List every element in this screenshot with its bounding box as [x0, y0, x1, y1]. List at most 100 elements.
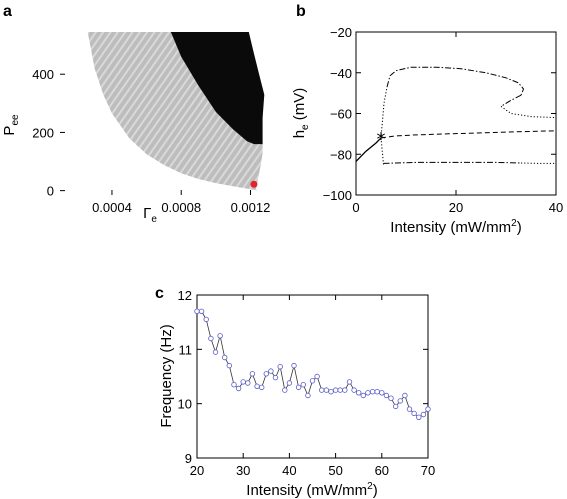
panel-a-black-region	[170, 32, 265, 145]
panel-c-point	[342, 387, 348, 393]
panel-c-point	[383, 392, 390, 399]
panel-b-xtick-label: 0	[352, 200, 359, 215]
panel-c-point	[337, 387, 343, 393]
panel-c-point	[379, 390, 385, 396]
panel-c-point	[277, 364, 283, 370]
panel-c-point	[397, 398, 403, 404]
panel-c-point	[217, 333, 223, 339]
panel-c-point	[425, 406, 431, 412]
panel-c-point	[309, 378, 316, 384]
panel-c-point	[332, 387, 339, 393]
panel-c-point	[388, 395, 394, 401]
panel-c-xtick-label: 60	[375, 463, 389, 478]
panel-b-ytick-label: −20	[330, 25, 352, 40]
panel-c-point	[208, 335, 214, 342]
panel-c-xlabel: Intensity (mW/mm2)	[246, 481, 377, 499]
panel-c-point	[254, 383, 260, 389]
panel-a-ytick-label: 200	[32, 125, 54, 140]
panel-c-point	[240, 379, 246, 385]
panel-c-point	[259, 384, 265, 391]
panel-a-red-marker	[250, 180, 258, 188]
panel-a-xtick-label: 0.0004	[92, 200, 132, 215]
panel-b-branch-dotted	[380, 137, 384, 165]
panel-c-frame	[196, 294, 429, 459]
panel-c-point	[365, 390, 371, 396]
panel-c-xtick-label: 20	[190, 463, 204, 478]
panel-a-axes: 0.0004 0.0008 0.0012 0 200 400	[32, 67, 270, 215]
panel-a-ytick-label: 400	[32, 67, 54, 82]
panel-b-bifurcation-diagram: b 0 20 40 −100 −80 −60 −40 −20 * Intensity (mW/…	[291, 3, 563, 236]
panel-c-ytick-label: 9	[185, 451, 192, 466]
panel-c-point	[420, 411, 427, 418]
panel-b-branch-dotted	[500, 105, 556, 119]
panel-c-ytick-label: 11	[179, 342, 193, 357]
panel-a-ytick-label: 0	[47, 184, 54, 199]
panel-c-ytick-label: 10	[178, 397, 192, 412]
panel-c-point	[286, 380, 293, 386]
panel-c-point	[305, 392, 311, 399]
panel-c-point	[226, 362, 232, 369]
panel-c-point	[282, 387, 288, 393]
panel-c-point	[198, 308, 205, 314]
panel-c-frequency-plot: c 20 30 40 50 60 70 9 10 11 12 Intensity (mW/mm2)…	[155, 285, 435, 499]
panel-b-branch-dashdot	[386, 66, 525, 96]
panel-c-point	[231, 382, 237, 388]
panel-b-ytick-label: −100	[323, 188, 352, 203]
panel-b-lines	[356, 66, 556, 165]
panel-c-point	[416, 414, 422, 420]
panel-c-point	[323, 387, 330, 393]
panel-b-branch-dashdot	[500, 94, 522, 107]
panel-b-branch-dashdot	[383, 161, 522, 164]
panel-c-point	[221, 354, 228, 361]
panel-b-axes: 0 20 40 −100 −80 −60 −40 −20	[323, 25, 564, 215]
panel-b-ylabel: he (mV)	[291, 88, 311, 139]
panel-b-branch-dashed	[380, 130, 556, 139]
panel-b-ytick-label: −60	[330, 107, 352, 122]
panel-c-ytick-label: 12	[178, 288, 192, 303]
panel-c-point	[300, 382, 306, 388]
panel-a-xlabel: Γe	[143, 205, 157, 225]
panel-c-point	[268, 368, 274, 374]
panel-a-xtick-label: 0.0012	[231, 200, 271, 215]
panel-c-ylabel: Frequency (Hz)	[158, 324, 175, 427]
panel-c-point	[235, 385, 242, 392]
panel-c-point	[369, 389, 376, 395]
panel-a-phase-diagram: a 0.0004 0.0008 0.0012 0 200 400 Γe Pee	[1, 3, 270, 225]
panel-b-branch-solid	[356, 137, 382, 162]
panel-b-star-marker: *	[377, 129, 386, 150]
panel-c-point	[263, 371, 269, 377]
panel-a-letter: a	[3, 3, 12, 20]
panel-b-letter: b	[296, 3, 306, 20]
panel-b-xtick-label: 20	[449, 200, 463, 215]
panel-c-letter: c	[155, 285, 164, 302]
panel-a-gray-region	[87, 32, 263, 191]
panel-c-point	[203, 316, 209, 323]
panel-c-point	[402, 392, 408, 399]
panel-b-branch-dotted	[380, 86, 388, 138]
panel-a-ylabel: Pee	[1, 114, 21, 136]
panel-c-xtick-label: 30	[236, 463, 250, 478]
panel-c-series	[194, 308, 431, 420]
panel-c-xtick-label: 40	[282, 463, 296, 478]
panel-c-point	[249, 371, 256, 377]
panel-c-axes: 20 30 40 50 60 70 9 10 11 12	[178, 288, 436, 478]
panel-c-point	[291, 362, 297, 369]
panel-c-point	[295, 384, 302, 391]
panel-b-xtick-label: 40	[549, 200, 563, 215]
panel-b-xlabel: Intensity (mW/mm2)	[390, 218, 521, 236]
panel-c-point	[393, 403, 399, 410]
panel-c-point	[351, 387, 357, 393]
panel-c-point	[411, 410, 417, 417]
panel-c-point	[245, 380, 251, 386]
panel-c-point	[319, 387, 325, 393]
panel-c-point	[212, 349, 219, 355]
panel-c-point	[328, 389, 334, 395]
panel-b-ytick-label: −40	[330, 66, 352, 81]
panel-c-point	[346, 379, 353, 385]
panel-c-xtick-label: 50	[328, 463, 342, 478]
panel-c-point	[374, 389, 380, 395]
panel-c-point	[406, 406, 413, 412]
panel-c-point	[356, 390, 362, 396]
panel-b-ytick-label: −80	[330, 147, 352, 162]
